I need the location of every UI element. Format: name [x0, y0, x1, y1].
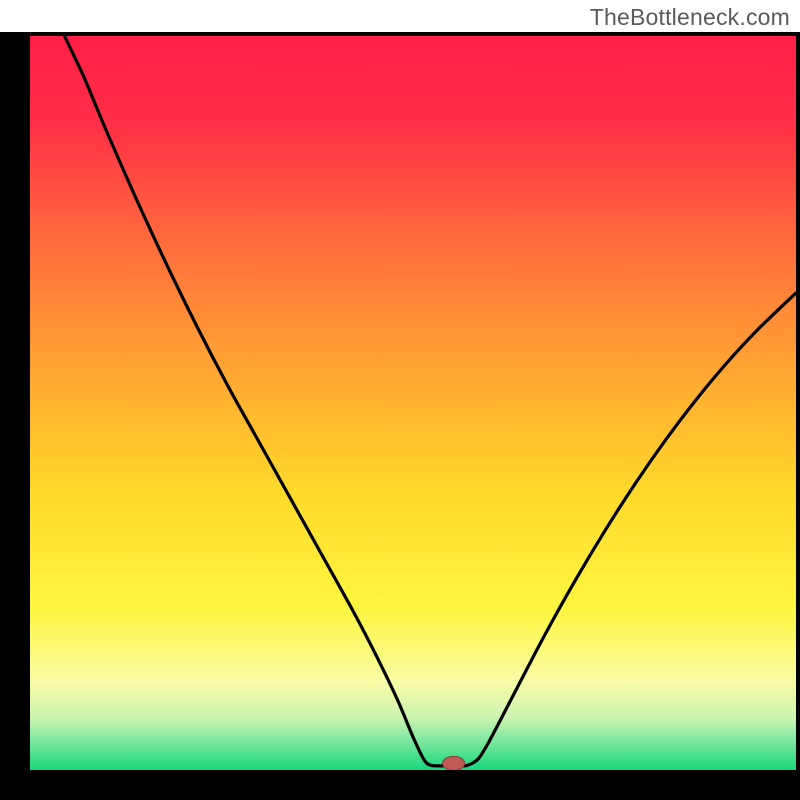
frame-bottom — [0, 770, 800, 800]
plot-area — [30, 36, 796, 770]
minimum-marker — [30, 36, 796, 770]
marker-ellipse — [443, 756, 465, 770]
watermark-text: TheBottleneck.com — [590, 4, 790, 31]
frame-left — [0, 32, 30, 800]
stage: TheBottleneck.com — [0, 0, 800, 800]
frame-right — [796, 32, 800, 800]
